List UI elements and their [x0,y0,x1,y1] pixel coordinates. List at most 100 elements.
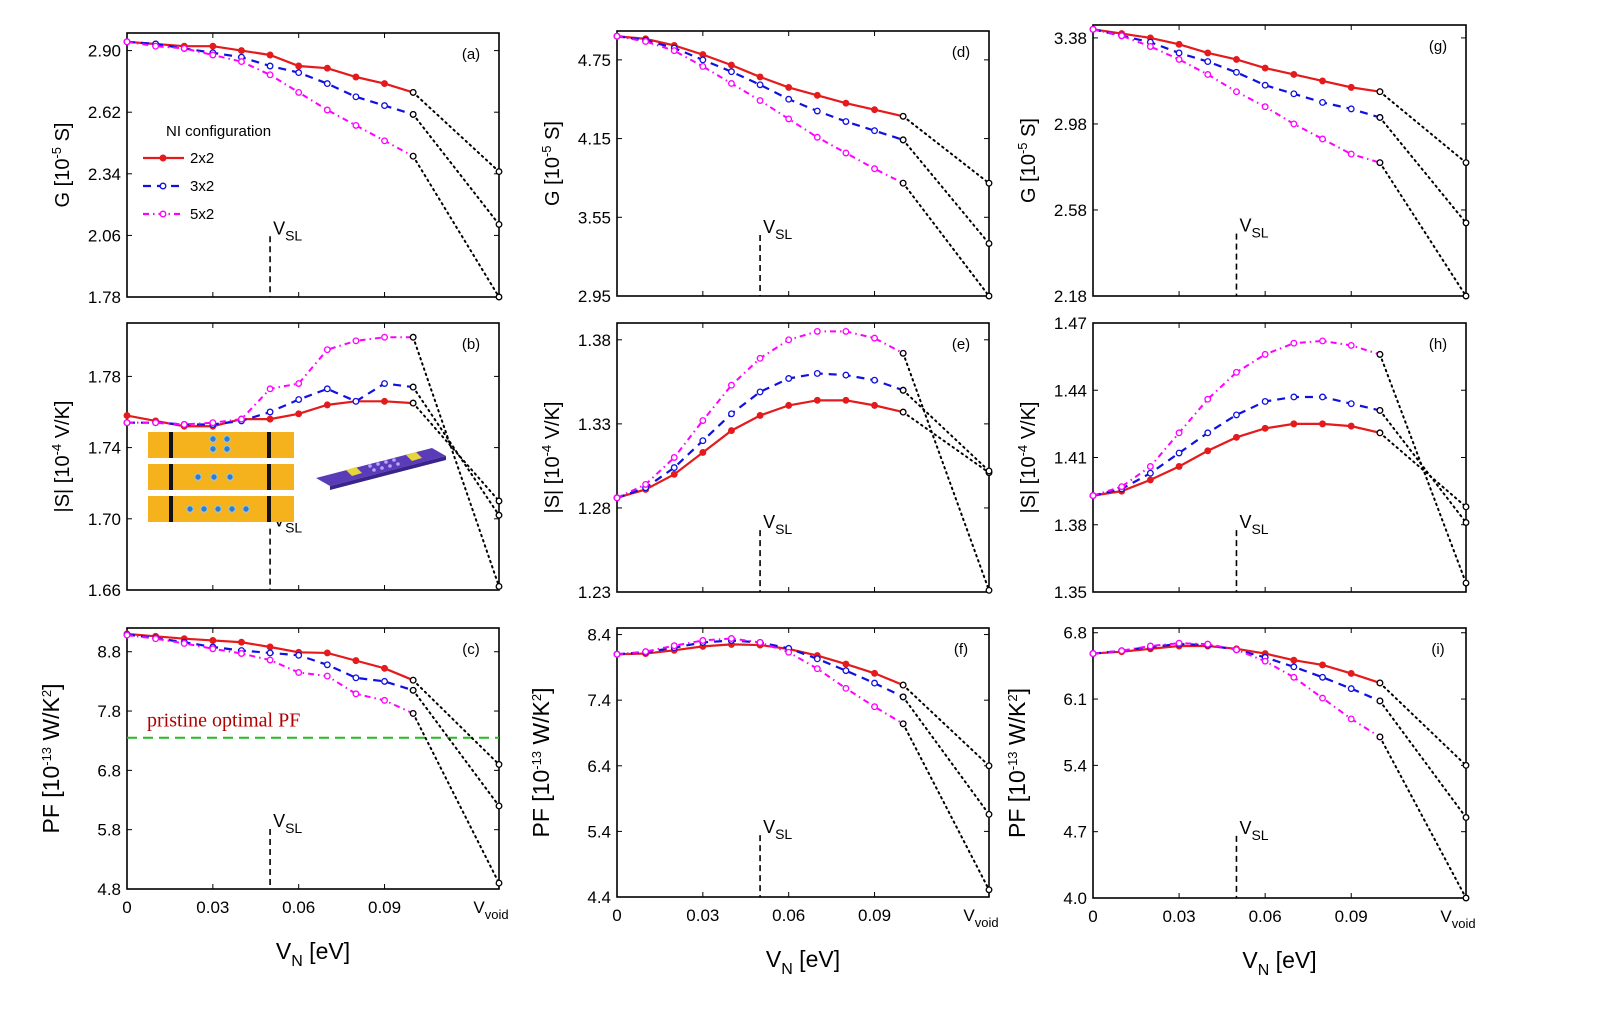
data-point-5x2 [613,650,621,658]
x-tick-label: 0.03 [196,898,229,917]
void-point [985,292,993,300]
data-point-5x2 [785,648,793,656]
y-tick-label: 3.38 [1054,29,1087,48]
data-point-3x2 [813,655,821,663]
series-line-3x2 [616,35,904,141]
data-point-5x2 [613,494,621,502]
panel-label: (h) [1429,336,1447,353]
y-axis-label: G [10-5 S] [49,123,74,208]
y-axis-label-close: ] [1004,688,1030,694]
data-point-2x2 [1233,55,1240,63]
data-point-3x2 [1204,58,1212,66]
void-point [1462,159,1470,167]
y-tick-label: 4.7 [1063,823,1087,842]
vsl-label-sub: SL [1251,225,1268,241]
y-axis-label-unit: S] [542,121,564,145]
data-point-5x2 [699,637,707,644]
inset-3d-hole [380,466,384,470]
panel-e: 1.23 1.28 1.33 1.38 |S| [10-4 V/K] (e) VSL [539,322,993,602]
y-tick-label: 1.47 [1054,314,1087,333]
series-line-5x2 [1092,28,1381,164]
data-point-2x2 [871,401,878,409]
data-point-5x2 [238,58,245,66]
y-tick-label: 1.28 [578,499,611,518]
series-end-point [1376,88,1384,96]
y-tick-label: 1.78 [88,367,121,386]
data-point-2x2 [1204,447,1212,455]
vsl-marker-label: VSL [273,218,302,243]
void-point [1462,503,1470,511]
data-point-5x2 [152,42,160,50]
vsl-label-sub: SL [775,826,792,842]
data-point-2x2 [209,42,217,50]
data-point-5x2 [1347,715,1355,723]
series-line-5x2 [1092,642,1381,738]
inset-lead [169,432,173,458]
data-point-5x2 [123,38,131,46]
data-point-5x2 [728,635,735,642]
void-point [1462,579,1470,587]
x-axis-label-rest: [eV] [793,946,840,972]
data-point-5x2 [1146,642,1154,650]
data-point-2x2 [123,412,131,420]
void-point [1462,292,1470,300]
data-point-5x2 [1319,337,1326,345]
data-point-2x2 [699,449,707,456]
data-point-2x2 [756,412,764,419]
data-point-5x2 [1118,483,1126,491]
data-point-2x2 [871,106,878,114]
x-tick-label: 0.03 [1163,907,1196,926]
pristine-reference-label: pristine optimal PF [147,710,300,732]
data-point-5x2 [1290,673,1298,681]
data-point-2x2 [756,73,764,81]
x-tick-label: 0 [612,906,621,925]
panel-label: (f) [954,641,968,658]
void-extrapolation-line [412,679,500,766]
x-tick-label: 0 [122,898,131,917]
x-tick-label: 0.09 [858,906,891,925]
data-point-2x2 [1261,424,1269,432]
data-point-3x2 [842,667,850,675]
data-point-5x2 [1118,647,1126,655]
data-point-5x2 [295,88,303,96]
data-point-2x2 [871,669,878,677]
x-tick-label: 0.03 [686,906,719,925]
data-point-5x2 [871,165,878,173]
data-point-2x2 [352,73,360,81]
y-axis-label-close: ] [38,683,64,689]
y-axis-label-base: 10 [542,157,564,179]
inset-3d-lead [406,452,422,461]
series-line-5x2 [616,35,904,185]
data-point-2x2 [1233,433,1240,441]
inset-3d-hole [396,462,400,466]
x-tick-label: 0.06 [1249,907,1282,926]
data-point-5x2 [842,149,850,157]
void-extrapolation-line [412,689,500,807]
void-point [985,762,993,770]
data-point-3x2 [266,649,274,657]
data-point-5x2 [842,327,850,335]
data-point-5x2 [1319,135,1326,143]
data-point-2x2 [670,470,678,478]
void-point [495,511,503,519]
x-axis-label: VN [eV] [1242,947,1316,979]
data-point-5x2 [699,417,707,424]
inset-3d-hole [368,464,372,468]
x-tick-label-void: Vvoid [1440,907,1475,931]
data-point-3x2 [1347,105,1355,113]
x-tick-label-void: Vvoid [473,898,508,922]
data-point-5x2 [209,419,217,427]
data-point-5x2 [785,115,793,123]
series-line-3x2 [1092,28,1381,119]
data-point-5x2 [381,696,388,704]
data-point-5x2 [1261,350,1269,358]
data-point-3x2 [1204,429,1212,437]
data-point-5x2 [1204,395,1212,403]
void-point [1462,894,1470,902]
y-axis-label-unit-exp: 2 [529,694,544,701]
data-point-3x2 [728,68,735,76]
x-tick-label-void-sub: void [485,907,509,922]
void-point [495,293,503,301]
data-point-2x2 [266,643,274,651]
void-extrapolation-line [1378,409,1467,524]
